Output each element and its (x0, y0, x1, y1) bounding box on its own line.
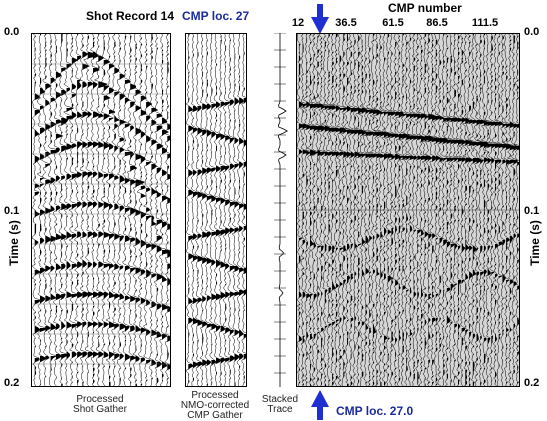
shot-gather-panel (31, 33, 171, 387)
stacked-trace-caption-line2: Trace (267, 404, 293, 415)
cmp-tick-61-5: 61.5 (382, 17, 404, 29)
stacked-trace-caption-line1: Stacked (261, 394, 299, 405)
arrow-down-icon (311, 4, 329, 34)
cmp-location-bottom-label: CMP loc. 27.0 (336, 404, 414, 418)
cmp-gather-caption: Processed NMO-corrected CMP Gather (170, 391, 260, 421)
cmp-tick-12: 12 (291, 17, 305, 29)
right-time-axis-label: Time (s) (528, 220, 542, 266)
right-tick-2: 0.2 (524, 377, 540, 389)
right-tick-1: 0.1 (524, 205, 540, 217)
cmp-gather-caption-line1: Processed (191, 390, 239, 401)
cmp-gather-caption-line2: NMO-corrected (180, 400, 250, 411)
right-tick-0: 0.0 (524, 26, 540, 38)
shot-gather-caption: Processed Shot Gather (60, 395, 140, 415)
arrow-up-icon (311, 390, 329, 420)
stacked-trace-caption: Stacked Trace (252, 395, 308, 415)
cmp-number-title: CMP number (388, 1, 462, 15)
stacked-section-panel (296, 33, 520, 387)
cmp-gather-caption-line3: CMP Gather (187, 410, 243, 421)
left-tick-0: 0.0 (4, 26, 20, 38)
stacked-trace-panel (266, 33, 294, 387)
cmp-tick-86-5: 86.5 (426, 17, 448, 29)
cmp-gather-panel (185, 33, 247, 387)
left-time-axis-label: Time (s) (7, 220, 21, 266)
cmp-tick-111-5: 111.5 (471, 17, 499, 29)
shot-record-title: Shot Record 14 (86, 9, 175, 23)
cmp-location-title: CMP loc. 27 (182, 9, 250, 23)
shot-gather-caption-line2: Shot Gather (73, 404, 127, 415)
cmp-tick-36-5: 36.5 (335, 17, 357, 29)
left-tick-1: 0.1 (4, 205, 20, 217)
left-tick-2: 0.2 (4, 377, 20, 389)
shot-gather-caption-line1: Processed (76, 394, 124, 405)
